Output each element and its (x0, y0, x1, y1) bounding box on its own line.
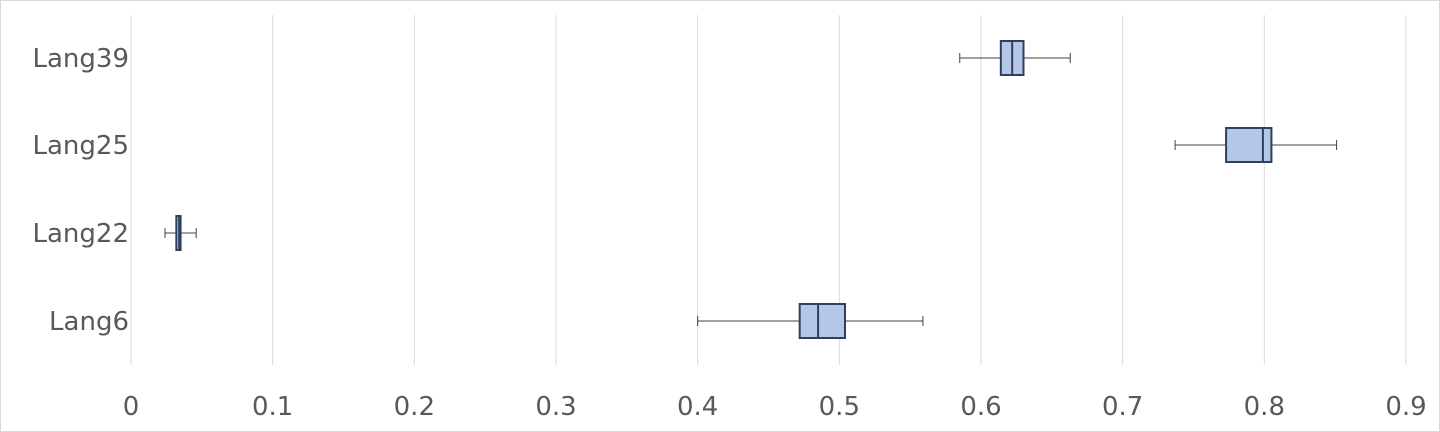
box-group-lang6 (697, 303, 924, 339)
category-label: Lang39 (33, 44, 129, 74)
x-tick-label: 0.3 (535, 392, 576, 422)
box (798, 303, 847, 339)
x-tick-label: 0.8 (1244, 392, 1285, 422)
x-tick-label: 0.1 (252, 392, 293, 422)
grid-lines (130, 15, 1407, 365)
box (1225, 127, 1273, 163)
box-group-lang25 (1174, 127, 1338, 163)
x-tick-label: 0 (123, 392, 140, 422)
x-tick-label: 0.7 (1102, 392, 1143, 422)
category-label: Lang25 (33, 131, 129, 161)
box-group-lang22 (164, 215, 197, 251)
x-tick-label: 0.2 (394, 392, 435, 422)
x-tick-label: 0.5 (819, 392, 860, 422)
x-tick-label: 0.9 (1385, 392, 1426, 422)
box-group-lang39 (959, 40, 1071, 76)
category-label: Lang6 (49, 307, 129, 337)
x-tick-label: 0.4 (677, 392, 718, 422)
x-tick-labels: 0 0.1 0.2 0.3 0.4 0.5 0.6 0.7 0.8 0.9 (123, 392, 1427, 422)
boxes (164, 40, 1338, 339)
x-tick-label: 0.6 (960, 392, 1001, 422)
category-labels: Lang39 Lang25 Lang22 Lang6 (33, 44, 129, 337)
category-label: Lang22 (33, 219, 129, 249)
